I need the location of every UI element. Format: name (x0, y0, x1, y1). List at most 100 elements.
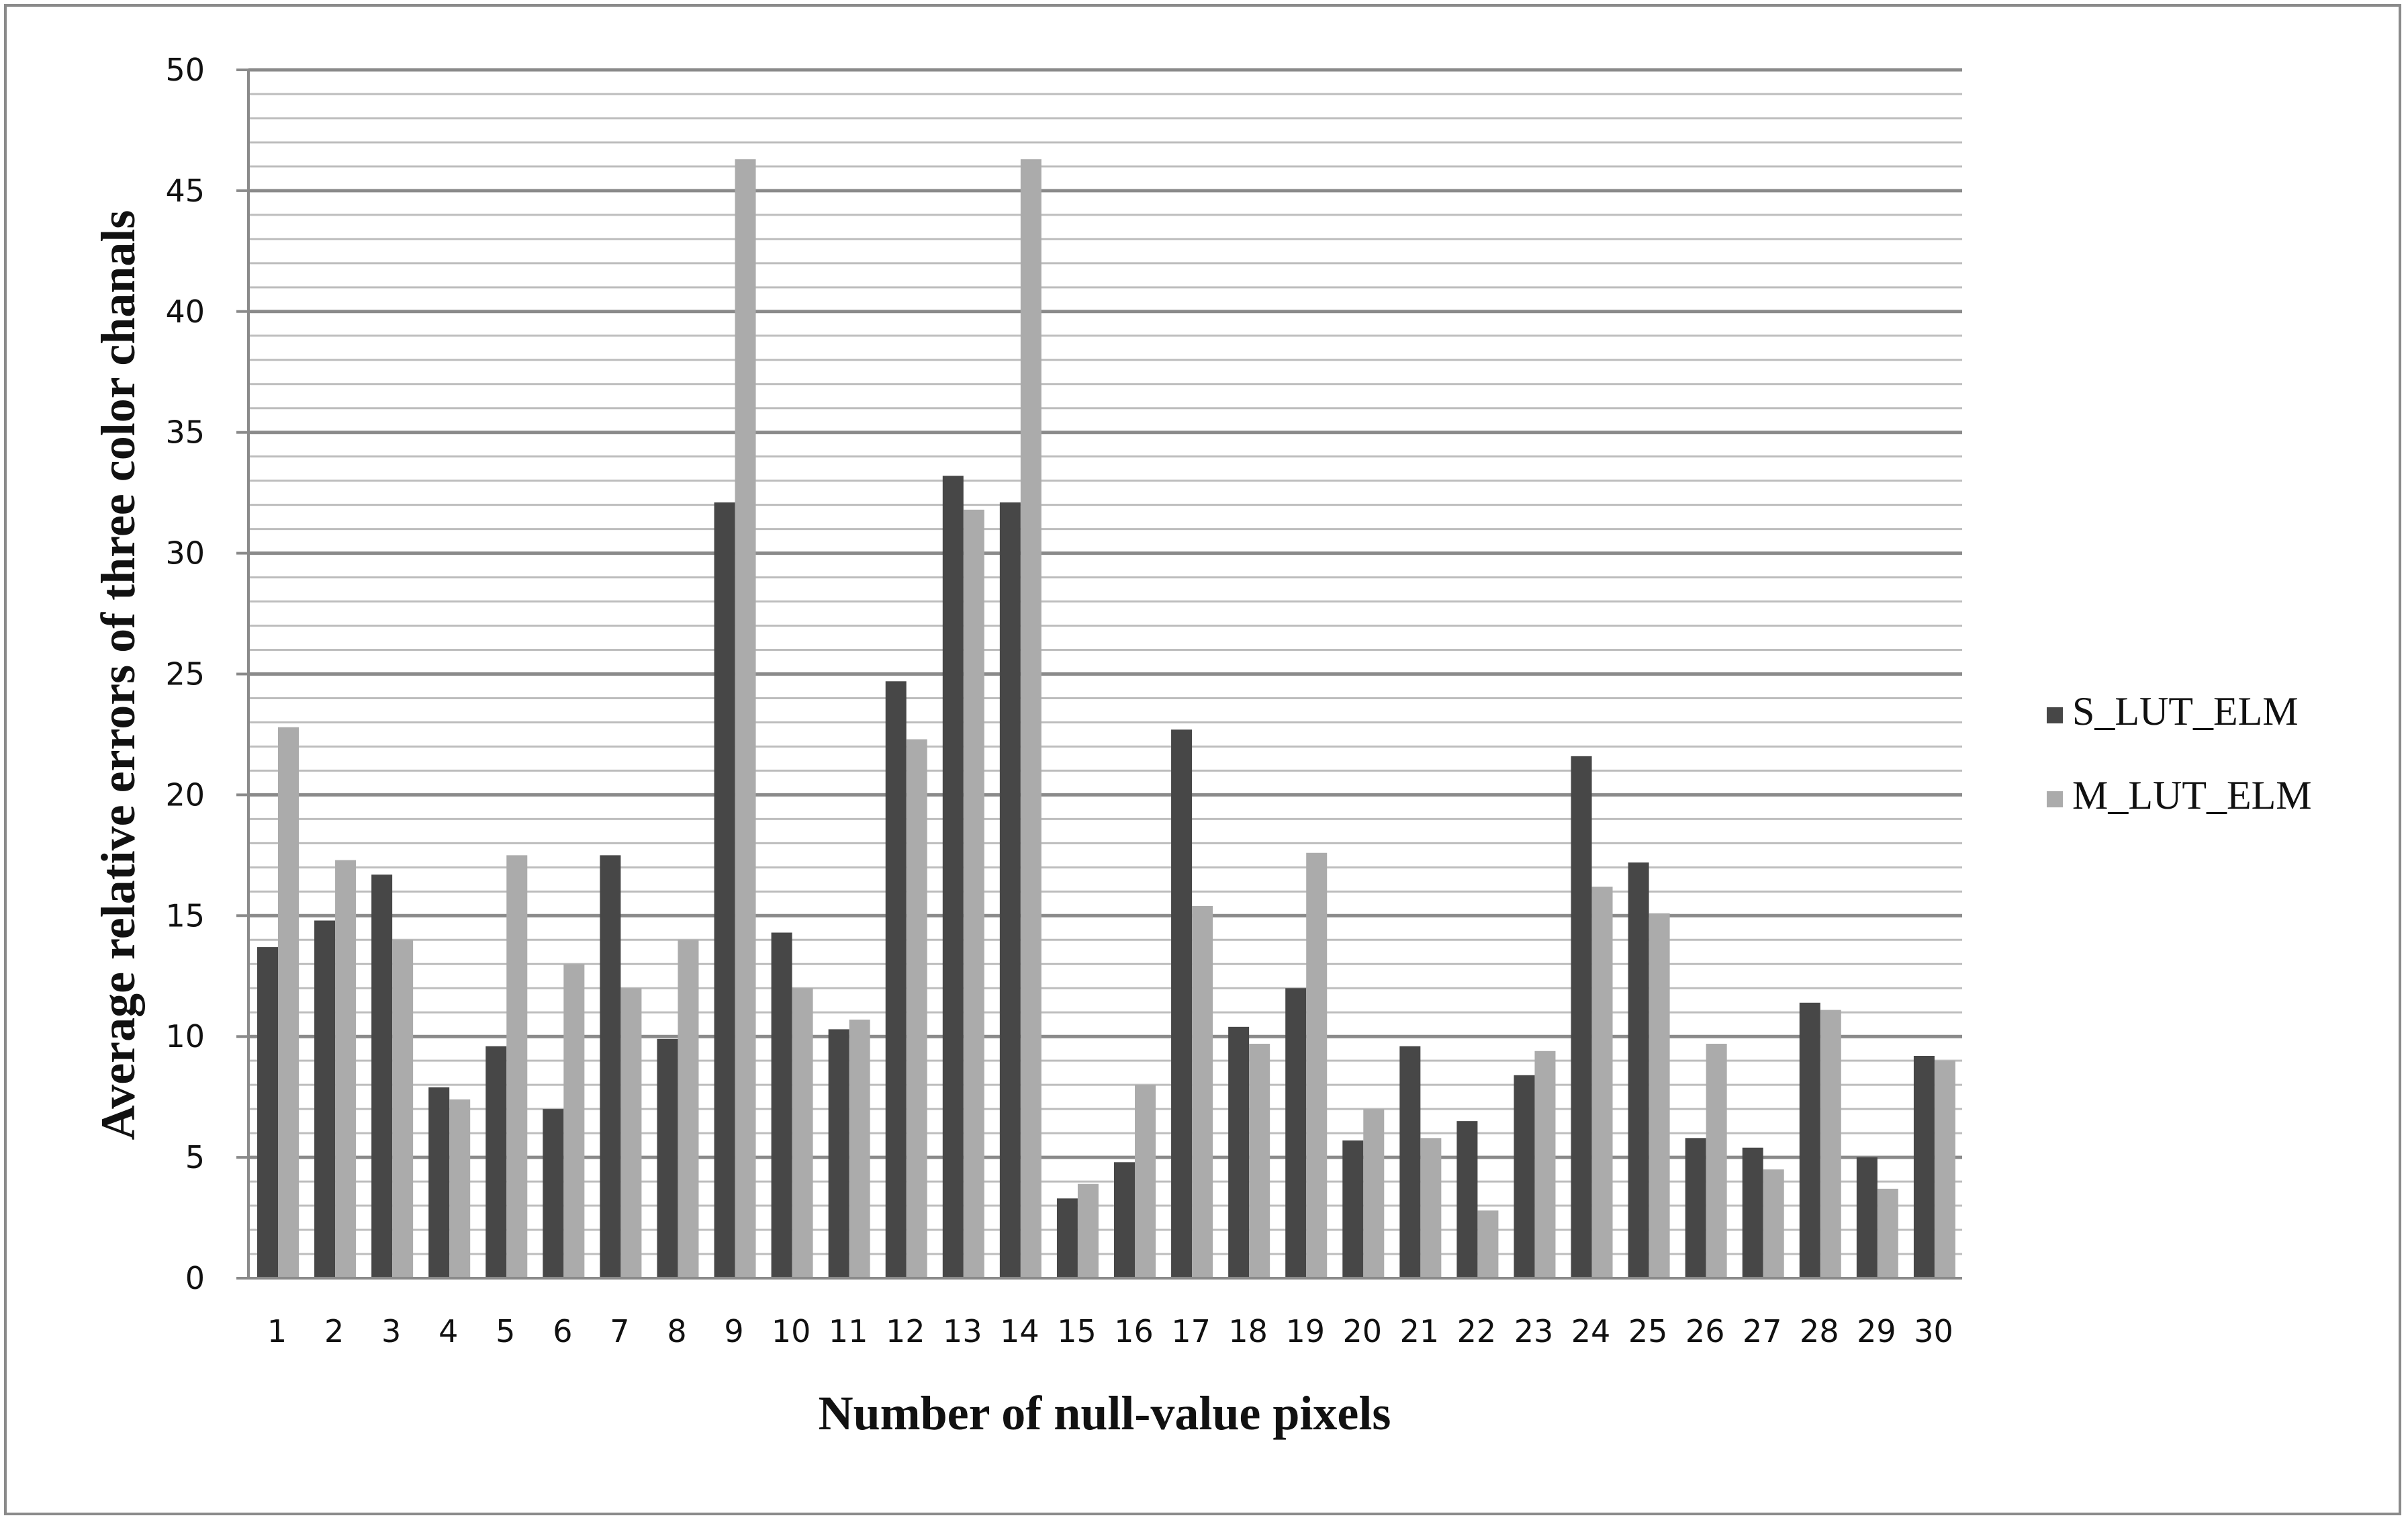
bar-s-lut-elm (1571, 756, 1592, 1278)
x-tick-label: 15 (1057, 1313, 1097, 1349)
y-tick-label: 10 (165, 1018, 205, 1055)
y-tick-label: 25 (165, 656, 205, 692)
x-tick-label: 18 (1228, 1313, 1268, 1349)
x-tick-label: 14 (1000, 1313, 1039, 1349)
bar-s-lut-elm (942, 476, 964, 1278)
bar-s-lut-elm (1514, 1075, 1535, 1278)
x-tick-label: 4 (438, 1313, 458, 1349)
bar-m-lut-elm (563, 964, 585, 1278)
x-tick-label: 20 (1343, 1313, 1383, 1349)
bar-m-lut-elm (735, 159, 756, 1279)
bar-m-lut-elm (1820, 1010, 1841, 1278)
y-tick-label: 35 (165, 414, 205, 451)
x-tick-label: 22 (1457, 1313, 1497, 1349)
bar-s-lut-elm (1799, 1002, 1820, 1278)
bar-m-lut-elm (1420, 1138, 1442, 1278)
bar-s-lut-elm (1114, 1162, 1135, 1278)
bar-m-lut-elm (1020, 159, 1041, 1279)
bar-m-lut-elm (1363, 1109, 1385, 1278)
x-tick-label: 7 (610, 1313, 629, 1349)
x-tick-label: 23 (1514, 1313, 1554, 1349)
bar-s-lut-elm (657, 1038, 678, 1278)
y-tick-label: 45 (165, 173, 205, 209)
bar-s-lut-elm (1685, 1138, 1706, 1278)
bar-s-lut-elm (314, 920, 336, 1278)
bar-m-lut-elm (1877, 1188, 1898, 1278)
bar-s-lut-elm (1285, 988, 1307, 1278)
legend-swatch (2047, 707, 2063, 723)
bar-m-lut-elm (1649, 913, 1670, 1278)
bar-m-lut-elm (620, 988, 642, 1278)
x-tick-label: 11 (829, 1313, 868, 1349)
bar-s-lut-elm (1342, 1140, 1364, 1278)
y-tick-label: 50 (165, 52, 205, 88)
bar-s-lut-elm (1856, 1157, 1878, 1278)
x-tick-label: 17 (1171, 1313, 1211, 1349)
bar-m-lut-elm (1249, 1043, 1270, 1278)
x-tick-label: 29 (1857, 1313, 1896, 1349)
bar-s-lut-elm (1913, 1055, 1935, 1278)
x-tick-label: 12 (886, 1313, 925, 1349)
y-tick-label: 5 (185, 1139, 205, 1175)
bars (257, 159, 1955, 1279)
x-tick-label: 24 (1571, 1313, 1611, 1349)
y-tick-label: 15 (165, 897, 205, 934)
x-tick-label: 13 (943, 1313, 982, 1349)
x-tick-label: 28 (1800, 1313, 1839, 1349)
bar-m-lut-elm (392, 940, 414, 1278)
bar-m-lut-elm (506, 855, 528, 1278)
bar-m-lut-elm (1534, 1050, 1556, 1278)
bar-m-lut-elm (1192, 905, 1213, 1278)
bar-m-lut-elm (1477, 1210, 1499, 1278)
bar-m-lut-elm (849, 1020, 870, 1278)
legend-label: M_LUT_ELM (2072, 773, 2312, 817)
y-tick-label: 30 (165, 535, 205, 572)
bar-s-lut-elm (1742, 1147, 1763, 1278)
y-tick-label: 20 (165, 776, 205, 813)
bar-s-lut-elm (1171, 729, 1193, 1278)
x-tick-label: 10 (772, 1313, 811, 1349)
bar-m-lut-elm (906, 739, 927, 1278)
x-tick-label: 21 (1400, 1313, 1440, 1349)
bar-m-lut-elm (1077, 1183, 1099, 1278)
bar-s-lut-elm (600, 855, 621, 1278)
x-tick-label: 8 (667, 1313, 686, 1349)
bar-s-lut-elm (1228, 1026, 1250, 1278)
x-tick-label: 2 (324, 1313, 344, 1349)
legend: S_LUT_ELM M_LUT_ELM (2047, 689, 2312, 817)
bar-s-lut-elm (1628, 862, 1649, 1278)
y-axis-title: Average relative errors of three color c… (91, 210, 145, 1140)
bar-m-lut-elm (678, 940, 699, 1278)
bar-m-lut-elm (278, 727, 299, 1278)
bar-s-lut-elm (828, 1029, 849, 1278)
bar-s-lut-elm (371, 875, 393, 1278)
bar-s-lut-elm (771, 932, 792, 1278)
bar-m-lut-elm (449, 1099, 471, 1278)
bar-m-lut-elm (1706, 1043, 1727, 1278)
bar-s-lut-elm (428, 1087, 450, 1278)
y-tick-label: 0 (185, 1260, 205, 1296)
x-tick-label: 9 (724, 1313, 743, 1349)
x-tick-label: 26 (1685, 1313, 1725, 1349)
legend-swatch (2047, 791, 2063, 807)
gridlines (248, 68, 1962, 1255)
x-tick-label: 30 (1914, 1313, 1953, 1349)
x-tick-label: 1 (267, 1313, 287, 1349)
bar-s-lut-elm (485, 1046, 507, 1278)
y-tick-label: 40 (165, 294, 205, 330)
x-tick-label: 5 (496, 1313, 515, 1349)
bar-s-lut-elm (1399, 1046, 1421, 1278)
bar-m-lut-elm (963, 509, 984, 1279)
x-tick-label: 25 (1628, 1313, 1668, 1349)
x-tick-label: 19 (1285, 1313, 1325, 1349)
bar-m-lut-elm (1135, 1085, 1156, 1278)
x-tick-label: 27 (1743, 1313, 1782, 1349)
bar-s-lut-elm (257, 947, 278, 1278)
x-tick-label: 6 (553, 1313, 572, 1349)
bar-s-lut-elm (999, 502, 1021, 1278)
bar-s-lut-elm (1456, 1121, 1478, 1278)
legend-label: S_LUT_ELM (2072, 689, 2299, 733)
x-tick-label: 3 (381, 1313, 401, 1349)
